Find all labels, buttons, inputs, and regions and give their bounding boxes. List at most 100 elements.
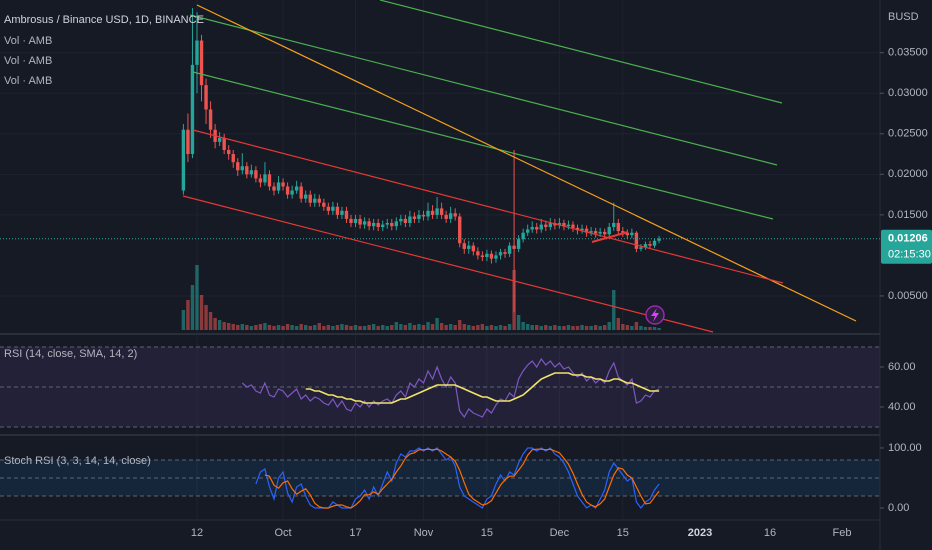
y-tick-label: 100.00: [888, 442, 922, 454]
candle-body: [639, 247, 643, 249]
trend-line: [192, 129, 784, 284]
volume-bar: [521, 322, 525, 330]
x-tick-label: Feb: [833, 527, 852, 539]
volume-bar: [285, 324, 290, 330]
candle-body: [462, 243, 466, 249]
trend-line: [379, 0, 783, 104]
candle-body: [512, 245, 516, 249]
indicator-label[interactable]: Vol · AMB: [4, 75, 52, 87]
candle-body: [362, 221, 367, 225]
candle-body: [571, 224, 575, 228]
volume-bar: [462, 324, 466, 330]
volume-bar: [444, 325, 448, 330]
candle-body: [245, 166, 249, 175]
indicator-label[interactable]: RSI (14, close, SMA, 14, 2): [4, 348, 137, 360]
candle-body: [217, 137, 222, 142]
volume-bar: [516, 315, 521, 330]
indicator-label[interactable]: Vol · AMB: [4, 35, 52, 47]
volume-bar: [231, 324, 235, 330]
volume-bar: [371, 324, 376, 330]
candle-body: [317, 198, 321, 203]
candle-body: [371, 222, 376, 227]
volume-bar: [593, 325, 598, 330]
volume-bar: [639, 326, 643, 330]
volume-bar: [467, 325, 471, 330]
volume-bar: [326, 325, 331, 330]
volume-bar: [258, 324, 263, 330]
candle-body: [544, 224, 548, 228]
candle-body: [263, 174, 267, 183]
candle-body: [444, 214, 448, 219]
candle-body: [376, 222, 380, 228]
indicator-label[interactable]: Vol · AMB: [4, 55, 52, 67]
volume-bar: [630, 326, 634, 330]
volume-bar: [435, 318, 439, 330]
candle-body: [630, 232, 634, 236]
candle-body: [186, 129, 190, 155]
volume-bar: [421, 325, 426, 330]
candle-body: [602, 231, 607, 235]
volume-bar: [317, 323, 321, 330]
x-tick-label: Oct: [274, 527, 291, 539]
volume-bar: [417, 324, 421, 330]
volume-bar: [494, 326, 498, 330]
candle-body: [267, 174, 272, 187]
volume-bar: [299, 324, 303, 330]
volume-bar: [566, 325, 571, 330]
candle-body: [258, 178, 263, 183]
candle-body: [458, 216, 462, 244]
alert-icon[interactable]: [645, 305, 665, 325]
candle-body: [340, 210, 344, 215]
volume-bar: [616, 318, 620, 330]
currency-label: BUSD: [888, 11, 919, 23]
candle-body: [308, 194, 312, 203]
candle-body: [593, 231, 598, 234]
candle-body: [412, 216, 417, 219]
candle-body: [634, 232, 639, 249]
volume-bar: [525, 324, 530, 330]
candle-body: [390, 222, 394, 227]
candle-body: [403, 218, 408, 223]
volume-bar: [648, 327, 652, 330]
volume-bar: [308, 326, 312, 330]
candle-body: [503, 252, 507, 254]
volume-bar: [272, 326, 276, 330]
volume-bar: [186, 300, 190, 330]
volume-bar: [190, 285, 195, 330]
candle-body: [476, 251, 480, 256]
indicator-label[interactable]: Stoch RSI (3, 3, 14, 14, close): [4, 455, 151, 467]
x-tick-label: 2023: [688, 527, 712, 539]
candle-body: [326, 206, 331, 211]
candle-body: [408, 216, 412, 223]
volume-bar: [557, 326, 562, 330]
volume-bar: [181, 310, 186, 330]
volume-bar: [589, 326, 593, 330]
pane-separator: [0, 333, 880, 335]
volume-bar: [480, 324, 485, 330]
candle-body: [598, 231, 602, 234]
volume-bar: [426, 322, 430, 330]
volume-bar: [408, 323, 412, 330]
symbol-title[interactable]: Ambrosus / Binance USD, 1D, BINANCE: [4, 14, 204, 26]
volume-bar: [217, 320, 222, 330]
candle-body: [236, 162, 240, 171]
volume-bar: [485, 326, 489, 330]
volume-bar: [240, 324, 244, 330]
candle-body: [294, 186, 299, 191]
indicator-line: [241, 357, 660, 419]
candle-body: [507, 245, 512, 254]
candle-body: [562, 222, 566, 227]
volume-bar: [625, 325, 630, 330]
candle-body: [485, 253, 489, 258]
volume-bar: [358, 326, 362, 330]
candle-body: [281, 182, 285, 187]
candle-body: [181, 129, 186, 191]
candle-body: [557, 222, 562, 226]
candle-body: [335, 206, 340, 215]
y-tick-label: 0.02500: [888, 128, 928, 140]
grid: [0, 0, 880, 520]
trend-line: [182, 195, 714, 333]
volume-bar: [276, 325, 281, 330]
candle-body: [240, 166, 244, 171]
